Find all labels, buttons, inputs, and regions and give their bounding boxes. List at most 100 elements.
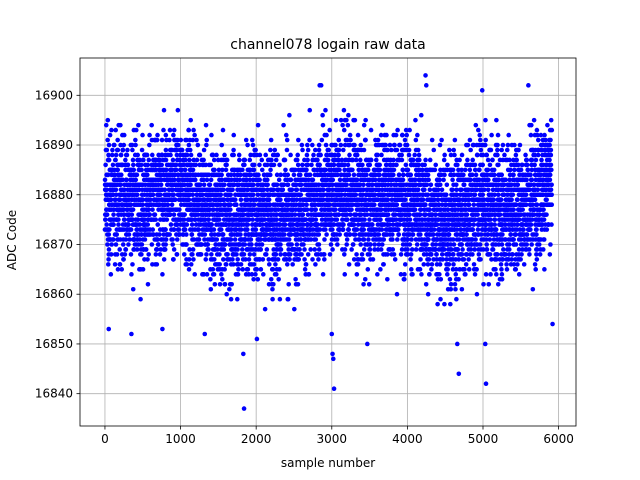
data-point	[336, 152, 341, 158]
data-point	[113, 197, 118, 203]
data-point	[277, 222, 283, 227]
data-point	[317, 227, 323, 232]
data-point	[363, 117, 368, 123]
data-point	[399, 157, 405, 163]
data-point	[123, 247, 129, 252]
data-point	[310, 142, 315, 148]
data-point	[367, 247, 373, 252]
data-point	[274, 182, 280, 188]
data-point	[461, 172, 466, 178]
data-point	[175, 222, 180, 227]
data-point	[432, 167, 438, 173]
data-point	[171, 192, 176, 198]
data-point	[341, 127, 347, 133]
data-point	[320, 197, 326, 203]
data-point	[462, 267, 467, 272]
data-point	[224, 291, 229, 297]
data-point	[306, 177, 311, 183]
data-point	[293, 277, 298, 282]
data-point	[459, 167, 464, 173]
data-point	[121, 257, 126, 262]
data-point	[337, 177, 343, 183]
data-point	[303, 262, 309, 267]
data-point	[305, 162, 311, 168]
data-point	[221, 197, 227, 203]
data-point	[190, 247, 196, 252]
data-point	[353, 237, 358, 242]
data-point	[148, 197, 153, 203]
data-point	[208, 277, 213, 282]
data-point	[147, 212, 153, 217]
data-point	[128, 202, 134, 207]
data-point	[286, 281, 292, 287]
data-point	[246, 217, 252, 222]
data-point	[453, 182, 459, 188]
data-point	[353, 212, 359, 217]
data-point	[398, 272, 404, 277]
data-point	[175, 137, 180, 143]
data-point	[112, 142, 117, 148]
data-point	[182, 212, 187, 217]
data-point	[214, 152, 219, 158]
data-point	[215, 247, 220, 252]
data-point	[271, 281, 276, 287]
data-point	[295, 152, 301, 158]
data-point	[344, 182, 349, 188]
data-point	[278, 197, 283, 203]
data-point	[348, 137, 353, 143]
data-point	[400, 167, 406, 173]
data-point	[142, 237, 148, 242]
data-point	[284, 262, 290, 267]
data-point	[315, 222, 320, 227]
data-point	[377, 172, 382, 178]
data-point	[116, 217, 121, 222]
data-point	[472, 162, 478, 168]
data-point	[350, 167, 355, 173]
data-point	[206, 247, 211, 252]
data-point	[265, 177, 270, 183]
data-point	[261, 187, 266, 193]
data-point	[392, 142, 397, 148]
data-point	[307, 172, 313, 178]
data-point	[303, 217, 309, 222]
data-point	[352, 117, 358, 123]
data-point	[398, 252, 404, 257]
data-point	[214, 237, 220, 242]
data-point	[379, 152, 384, 158]
data-point	[231, 182, 237, 188]
data-point	[456, 237, 462, 242]
data-point	[216, 217, 222, 222]
data-point	[137, 237, 143, 242]
data-point	[344, 212, 350, 217]
data-point	[368, 157, 374, 163]
data-point	[103, 217, 108, 222]
data-point	[448, 281, 454, 287]
data-point	[361, 182, 366, 188]
data-point	[245, 142, 250, 148]
data-point	[385, 147, 390, 153]
data-point	[248, 237, 254, 242]
data-point	[461, 257, 467, 262]
data-point	[154, 137, 160, 143]
data-point	[206, 217, 212, 222]
data-point	[157, 157, 163, 163]
data-point	[238, 227, 244, 232]
data-point	[394, 291, 400, 297]
data-point	[316, 242, 322, 247]
data-point	[126, 232, 132, 237]
data-point	[220, 127, 226, 133]
data-point	[441, 177, 446, 183]
data-point	[188, 117, 194, 123]
data-point	[140, 202, 145, 207]
data-point	[276, 207, 281, 212]
data-point	[431, 232, 436, 237]
data-point	[277, 267, 282, 272]
data-point	[333, 207, 338, 212]
data-point	[450, 187, 455, 193]
data-point	[220, 277, 225, 282]
data-point	[244, 177, 250, 183]
data-point	[426, 237, 431, 242]
data-point	[354, 227, 360, 232]
data-point	[396, 232, 402, 237]
data-point	[425, 172, 431, 178]
